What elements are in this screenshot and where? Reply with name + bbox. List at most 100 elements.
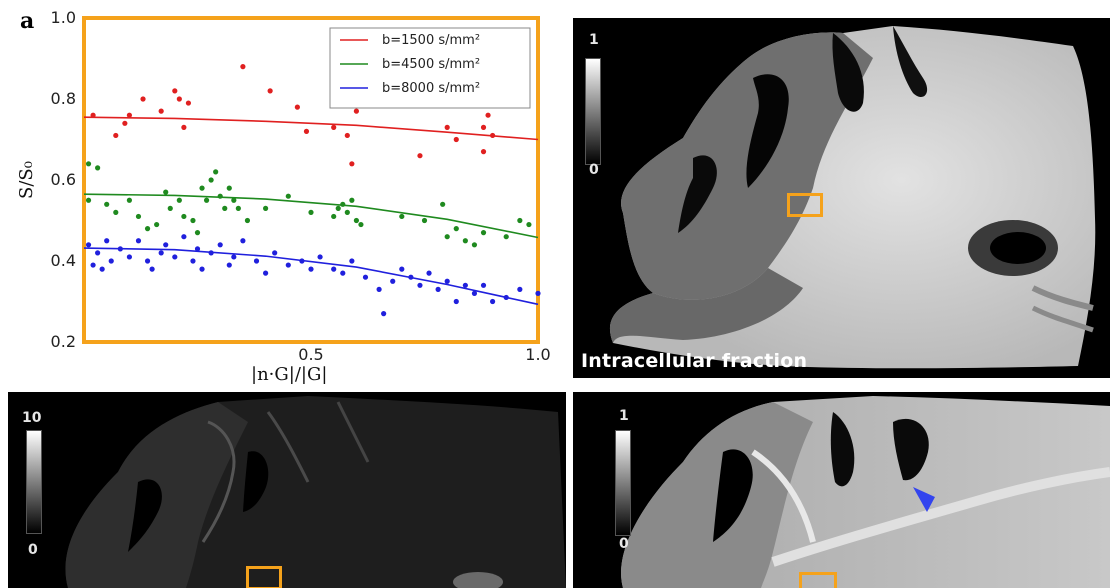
data-point [217, 193, 223, 199]
data-point [144, 226, 151, 232]
y-tick-label: 1.0 [51, 8, 76, 27]
data-point [149, 266, 155, 272]
data-point [126, 254, 132, 260]
fit-line [83, 116, 539, 141]
data-point [503, 294, 509, 301]
roi-box [787, 193, 823, 217]
data-point [308, 209, 314, 215]
data-point [453, 136, 459, 143]
data-point [349, 197, 355, 203]
data-point [181, 213, 187, 220]
data-point [185, 100, 192, 106]
data-point [421, 217, 428, 224]
data-point [85, 242, 92, 248]
data-point [485, 112, 491, 118]
legend-entry: b=8000 s/mm² [382, 81, 480, 96]
data-point [126, 112, 132, 118]
data-point [362, 274, 369, 280]
data-point [108, 258, 114, 264]
data-point [113, 132, 119, 139]
data-point [490, 298, 496, 305]
data-point [104, 201, 110, 207]
data-point [194, 230, 201, 236]
data-point [340, 270, 346, 276]
data-point [213, 169, 219, 175]
data-point [462, 238, 468, 244]
data-point [90, 262, 96, 268]
data-point [253, 258, 260, 264]
data-point [308, 266, 314, 272]
colorbar-max-label: 1 [589, 32, 599, 48]
data-point [231, 254, 237, 260]
data-point [381, 311, 387, 317]
data-point [95, 250, 101, 256]
colorbar-min-label: 0 [619, 536, 629, 552]
data-point [181, 234, 187, 240]
data-point [231, 197, 237, 203]
data-point [126, 197, 132, 203]
legend-box [329, 27, 531, 109]
data-point [426, 270, 432, 276]
data-point [95, 165, 101, 171]
data-point [140, 96, 146, 102]
data-point [390, 278, 396, 284]
data-point [358, 221, 364, 228]
data-point [471, 290, 478, 296]
data-point [299, 258, 305, 264]
colorbar-max-label: 10 [22, 410, 42, 426]
data-point [144, 258, 151, 264]
fit-line [83, 193, 539, 239]
data-point [480, 282, 487, 288]
data-point [331, 213, 337, 220]
data-point [135, 238, 142, 244]
data-point [285, 262, 291, 268]
data-point [90, 112, 96, 118]
data-point [176, 96, 182, 102]
data-point [158, 108, 164, 114]
x-axis-label: |n·G|/|G| [251, 364, 327, 385]
data-point [167, 205, 173, 211]
data-point [376, 286, 382, 292]
data-point [480, 230, 487, 236]
colorbar-max-label: 1 [619, 408, 629, 424]
data-point [331, 266, 337, 272]
legend-entry: b=4500 s/mm² [382, 57, 480, 72]
colorbar [585, 58, 601, 165]
data-point [154, 221, 160, 228]
legend-entry: b=1500 s/mm² [382, 33, 480, 48]
data-point [85, 161, 92, 167]
panel-caption: Intracellular fraction [581, 350, 808, 372]
colorbar-min-label: 0 [28, 542, 38, 558]
data-point [240, 238, 246, 244]
data-point [435, 286, 441, 292]
data-point [263, 205, 269, 211]
data-point [208, 177, 214, 183]
data-point [263, 270, 269, 276]
data-point [117, 246, 123, 252]
intracellular-fraction-map: 1 0 Intracellular fraction [573, 18, 1110, 378]
data-point [294, 104, 300, 110]
data-point [490, 132, 496, 139]
x-tick-label: 1.0 [525, 345, 550, 364]
data-point [240, 64, 246, 70]
data-point [190, 217, 196, 224]
colorbar [26, 430, 42, 534]
panel-letter: a [20, 8, 35, 34]
dispersion-map: 10 0 [8, 392, 566, 588]
orientation-map: 1 0 [573, 392, 1110, 588]
arrowhead-marker [913, 487, 935, 512]
data-point [122, 120, 128, 126]
data-point [217, 242, 223, 248]
data-point [163, 189, 169, 195]
data-point [344, 132, 350, 139]
data-point [104, 238, 110, 244]
data-point [172, 88, 178, 94]
data-point [349, 258, 355, 264]
data-point [417, 282, 423, 288]
data-point [444, 278, 450, 284]
data-point [285, 193, 291, 199]
data-point [203, 197, 210, 203]
roi-box [799, 572, 837, 588]
data-point [303, 128, 310, 134]
data-point [317, 254, 323, 260]
